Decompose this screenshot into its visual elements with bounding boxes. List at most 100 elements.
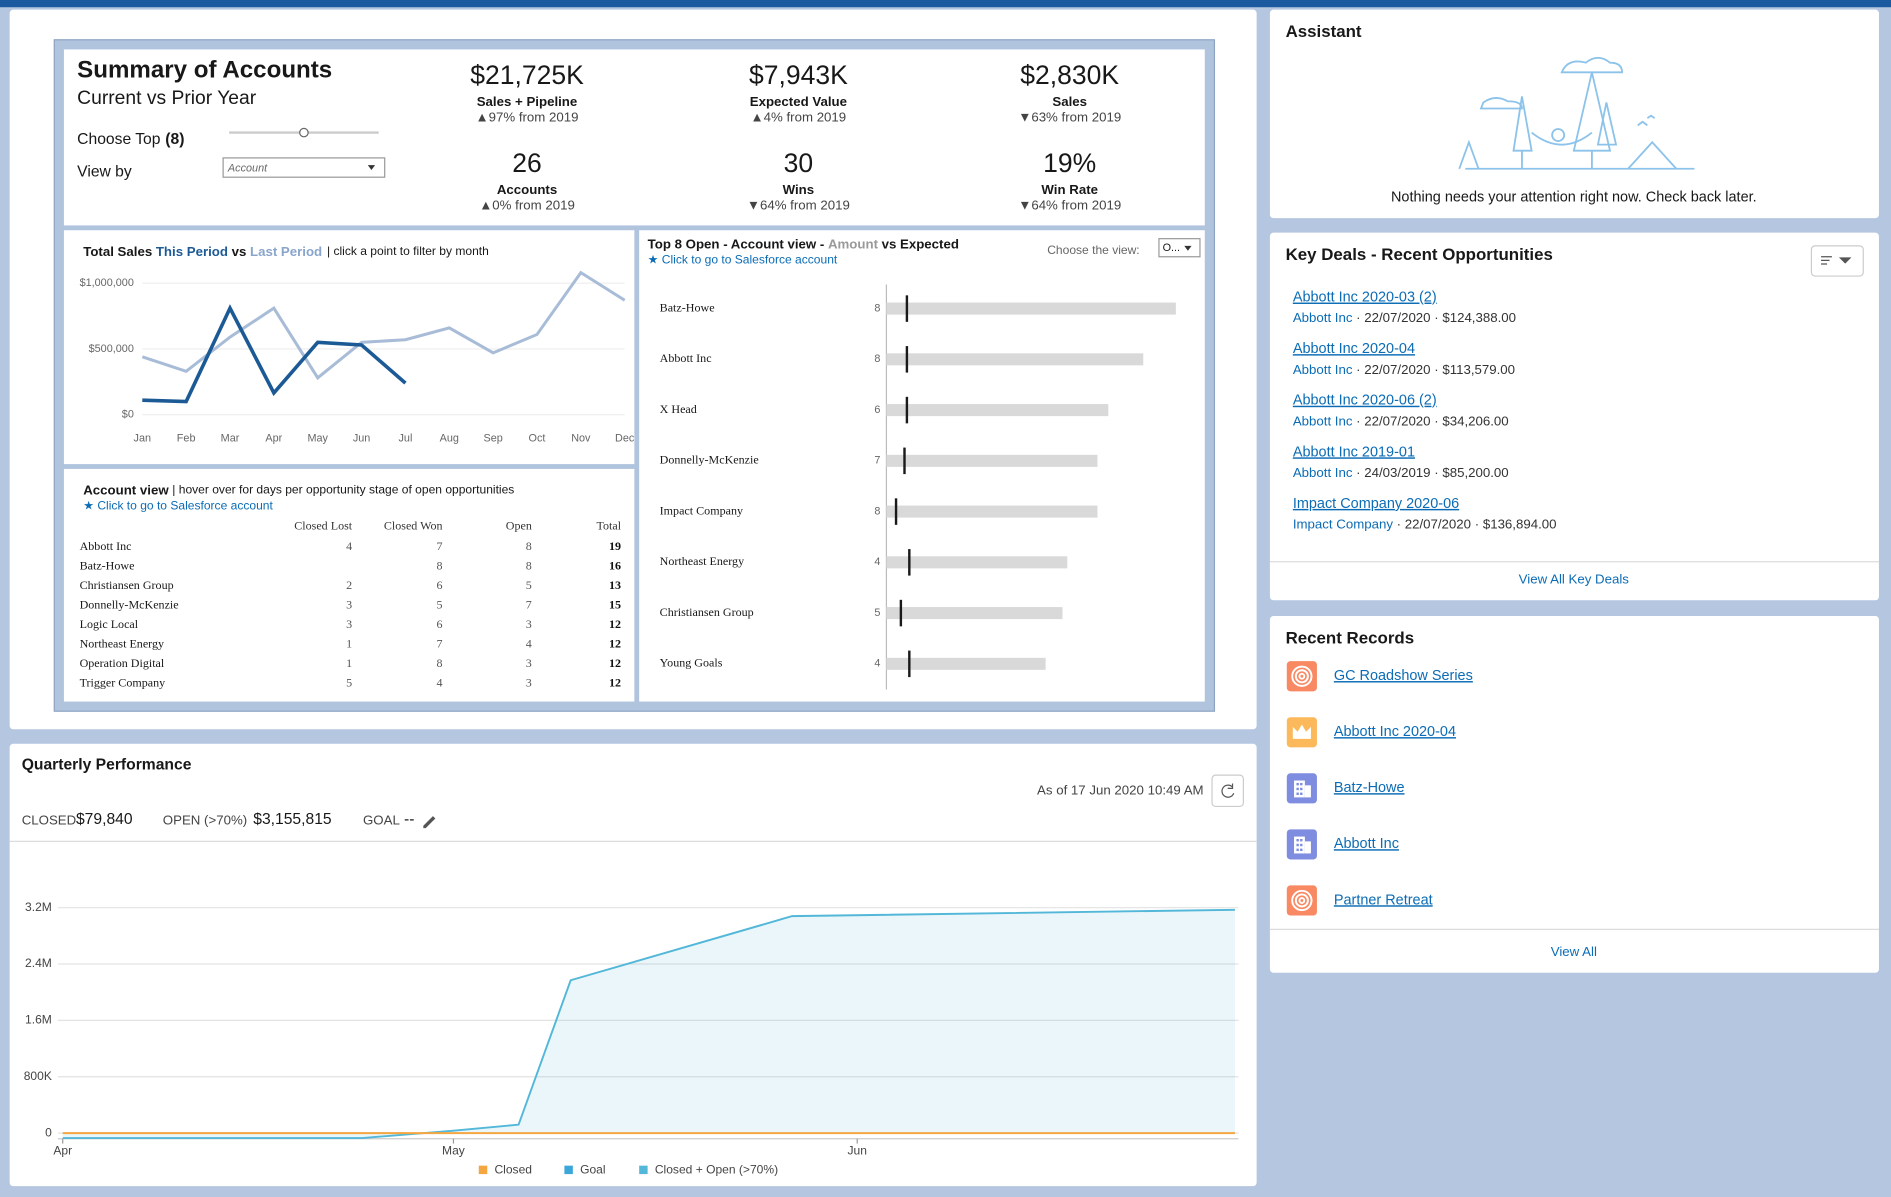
y-tick-label: 800K [24,1069,52,1083]
icon-window [1300,838,1303,842]
bar-category[interactable]: Northeast Energy [660,554,744,568]
x-tick-label: Nov [571,433,591,445]
bar-count: 4 [874,658,880,670]
record-name[interactable]: Abbott Inc 2020-04 [1334,724,1456,740]
x-tick-label: May [307,433,328,445]
bar[interactable] [886,353,1144,366]
table-cell: 12 [609,637,621,651]
icon-window [1296,843,1299,847]
recent-records-card [1269,615,1879,973]
quarterly-card [9,743,1257,1187]
deal-name[interactable]: Impact Company 2020-06 [1293,496,1459,512]
kpi-label: Accounts [497,182,557,197]
icon-ring [1298,672,1306,680]
kpi-change: ▲0% from 2019 [479,198,575,213]
deal-account[interactable]: Abbott Inc [1293,310,1353,325]
deal-name[interactable]: Abbott Inc 2020-03 (2) [1293,290,1437,306]
x-tick-label: Jun [848,1143,867,1157]
bar-count: 5 [874,607,880,619]
bar[interactable] [886,607,1063,620]
record-name[interactable]: Batz-Howe [1334,780,1405,796]
view-by-value[interactable]: Account [227,163,268,175]
icon-window [1300,782,1303,786]
x-tick-label: Jul [398,433,412,445]
y-tick-label: 0 [45,1125,52,1139]
text-part: Expected [900,236,959,251]
summary-tile [63,49,1205,226]
table-tile [63,468,635,702]
table-cell: 12 [609,656,621,670]
kpi-label: Win Rate [1041,182,1098,197]
card-title: Quarterly Performance [22,757,192,774]
kpi-change: ▲97% from 2019 [476,110,579,125]
key-deals-card [1269,232,1879,601]
bar[interactable] [886,556,1068,569]
table-cell: 15 [609,598,621,612]
bar[interactable] [886,404,1109,417]
bar-category[interactable]: Abbott Inc [660,351,712,365]
top-open-title: Top 8 Open - Account view - Amount vs Expec… [648,236,959,251]
view-by-dropdown[interactable] [222,157,386,178]
bar-category[interactable]: X Head [660,402,697,416]
deal-name[interactable]: Abbott Inc 2020-06 (2) [1293,393,1437,409]
bar-category[interactable]: Batz-Howe [660,300,715,314]
bar[interactable] [886,454,1098,467]
kpi-change: ▼64% from 2019 [1018,198,1121,213]
deal-name[interactable]: Abbott Inc 2020-04 [1293,341,1415,357]
row-name: Northeast Energy [80,637,164,651]
dropdown-arrow [367,165,376,170]
bar-category[interactable]: Young Goals [660,656,723,670]
legend-label: Closed [494,1163,532,1177]
deal-info: · 22/07/2020 · $113,579.00 [1356,361,1515,376]
icon-window [1300,848,1303,852]
deal-account[interactable]: Abbott Inc [1293,361,1353,376]
deal-account[interactable]: Impact Company [1293,516,1394,531]
bar[interactable] [886,505,1098,518]
refresh-button[interactable] [1211,774,1244,808]
record-name[interactable]: Partner Retreat [1334,892,1433,908]
y-tick-label: $500,000 [89,343,134,355]
x-tick-label: Dec [615,433,635,445]
bar[interactable] [886,657,1046,670]
summary-subtitle: Current vs Prior Year [77,88,257,109]
assistant-illustration [1458,56,1695,170]
salesforce-link[interactable]: ★ Click to go to Salesforce account [83,498,273,512]
bar-category[interactable]: Donnelly-McKenzie [660,453,759,467]
view-all-link[interactable]: View All [1551,944,1597,959]
kpi-label: Expected Value [750,94,847,109]
table-cell: 5 [526,578,532,592]
table-cell: 4 [437,676,443,690]
bar-category[interactable]: Christiansen Group [660,605,754,619]
deal-name[interactable]: Abbott Inc 2019-01 [1293,444,1415,460]
bar[interactable] [886,302,1176,315]
view-value[interactable]: O... [1163,242,1180,254]
table-cell: 12 [609,676,621,690]
metric-label: GOAL [363,812,400,827]
card-title: Key Deals - Recent Opportunities [1286,245,1553,264]
table-cell: 12 [609,617,621,631]
row-name: Christiansen Group [80,578,174,592]
y-tick-label: 1.6M [25,1013,52,1027]
salesforce-link[interactable]: ★ Click to go to Salesforce account [648,253,838,267]
deal-account[interactable]: Abbott Inc [1293,465,1353,480]
icon-building [1304,841,1311,854]
row-name: Logic Local [80,617,139,631]
view-dropdown[interactable] [1158,238,1201,258]
view-all-link[interactable]: View All Key Deals [1519,571,1630,586]
text-part: | hover over for days per opportunity st… [172,483,514,497]
sales-chart-title: Total Sales This Period vs Last Period | cli… [83,243,489,258]
record-name[interactable]: GC Roadshow Series [1334,668,1473,684]
kpi-label: Sales + Pipeline [477,94,578,109]
table-cell: 8 [526,559,532,573]
slider-knob[interactable] [299,127,309,138]
icon-window [1296,838,1299,842]
bar-count: 8 [874,353,880,365]
x-tick-label: May [442,1143,465,1157]
deal-account[interactable]: Abbott Inc [1293,413,1353,428]
table-cell: 19 [609,539,621,553]
area-fill [62,909,1235,1139]
record-name[interactable]: Abbott Inc [1334,836,1399,852]
edit-icon[interactable] [423,816,436,829]
sort-button[interactable] [1810,245,1864,277]
bar-category[interactable]: Impact Company [660,503,743,517]
